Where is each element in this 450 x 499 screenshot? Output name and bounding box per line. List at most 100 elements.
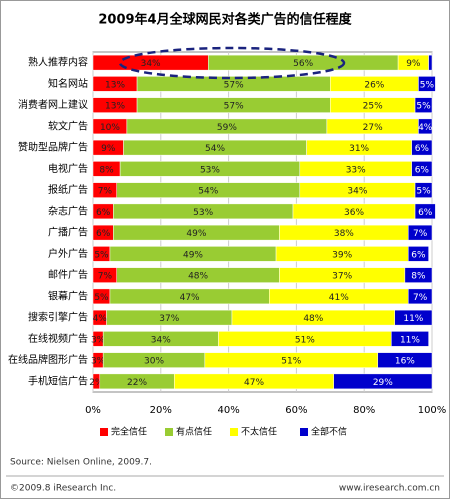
data-label: 2% (89, 378, 104, 388)
data-label: 33% (346, 165, 366, 175)
legend-label: 不太信任 (241, 426, 277, 438)
bar-segment (408, 224, 433, 241)
y-tick-label: 杂志广告 (48, 204, 88, 217)
data-label: 57% (224, 102, 244, 112)
data-label: 6% (415, 165, 430, 175)
source: Source: Nielsen Online, 2009.7. (10, 458, 152, 468)
data-label: 10% (100, 123, 120, 133)
y-tick-label: 手机短信广告 (28, 374, 88, 387)
data-label: 11% (403, 314, 423, 324)
x-tick-label: 80% (353, 405, 375, 416)
data-label: 41% (329, 293, 349, 303)
data-label: 51% (281, 357, 301, 367)
data-label: 49% (186, 229, 206, 239)
data-label: 7% (98, 187, 113, 197)
y-tick-label: 报纸广告 (48, 183, 88, 196)
data-label: 48% (188, 272, 208, 282)
data-label: 6% (96, 229, 111, 239)
highlight-ellipse (118, 46, 346, 80)
data-label: 7% (98, 272, 113, 282)
bar-segment (414, 97, 433, 113)
x-tick-label: 0% (85, 405, 101, 416)
x-tick-label: 60% (285, 405, 307, 416)
y-tick-label: 在线品牌图形广告 (8, 353, 88, 366)
legend-swatch (100, 428, 108, 436)
bar-segment (333, 373, 433, 390)
data-label: 6% (96, 208, 111, 218)
data-label: 7% (413, 229, 428, 239)
data-label: 37% (159, 314, 179, 324)
bar-segment (391, 331, 429, 347)
data-label: 6% (415, 144, 430, 154)
data-label: 5% (420, 80, 435, 90)
data-label: 39% (332, 250, 352, 260)
data-label: 54% (205, 144, 225, 154)
data-label: 27% (363, 123, 383, 133)
y-tick-label: 银幕广告 (48, 289, 88, 302)
data-label: 6% (418, 208, 433, 218)
legend-swatch (230, 428, 238, 436)
y-tick-label: 赞助型品牌广告 (18, 141, 88, 154)
data-label: 3% (91, 357, 106, 367)
data-label: 5% (416, 187, 431, 197)
y-tick-label: 在线视频广告 (28, 332, 88, 345)
data-label: 37% (332, 272, 352, 282)
bar-segment (404, 267, 433, 283)
data-label: 59% (217, 123, 237, 133)
data-label: 4% (418, 123, 433, 133)
data-label: 31% (349, 144, 369, 154)
legend-label: 完全信任 (111, 426, 147, 438)
data-label: 7% (413, 293, 428, 303)
data-label: 34% (141, 59, 161, 69)
data-label: 5% (416, 102, 431, 112)
copyright: ©2009.8 iResearch Inc. (10, 484, 116, 494)
y-tick-label: 邮件广告 (48, 268, 88, 281)
y-tick-label: 消费者网上建议 (18, 98, 88, 111)
data-label: 54% (198, 187, 218, 197)
data-label: 34% (151, 335, 171, 345)
y-tick-label: 户外广告 (48, 247, 88, 260)
x-tick-label: 40% (217, 405, 239, 416)
bar-segment (414, 203, 436, 220)
data-label: 51% (295, 335, 315, 345)
data-label: 36% (344, 208, 364, 218)
bar-segment (418, 76, 436, 92)
chart-title: 2009年4月全球网民对各类广告的信任程度 (98, 12, 352, 28)
y-tick-label: 广播广告 (48, 226, 88, 239)
x-tick-label: 20% (150, 405, 172, 416)
data-label: 53% (193, 208, 213, 218)
data-label: 49% (183, 250, 203, 260)
data-label: 9% (101, 144, 116, 154)
y-tick-label: 电视广告 (48, 162, 88, 175)
data-label: 57% (224, 80, 244, 90)
bar-segment (411, 139, 433, 156)
data-label: 8% (411, 272, 426, 282)
data-label: 5% (94, 293, 109, 303)
data-label: 30% (144, 357, 164, 367)
data-label: 56% (293, 59, 313, 69)
data-label: 5% (94, 250, 109, 260)
y-tick-label: 熟人推荐内容 (28, 56, 88, 69)
data-label: 34% (347, 187, 367, 197)
bar-segment (377, 352, 433, 368)
data-label: 38% (334, 229, 354, 239)
data-label: 8% (99, 165, 114, 175)
bar-segment (394, 309, 433, 326)
data-label: 16% (395, 357, 415, 367)
data-label: 47% (244, 378, 264, 388)
data-label: 47% (180, 293, 200, 303)
y-tick-label: 搜索引擎广告 (28, 311, 88, 324)
data-label: 13% (105, 102, 125, 112)
y-tick-label: 知名网站 (48, 77, 88, 90)
website: www.iresearch.com.cn (339, 484, 440, 494)
data-label: 22% (127, 378, 147, 388)
legend-label: 有点信任 (176, 426, 212, 438)
x-tick-label: 100% (418, 405, 447, 416)
legend-swatch (300, 428, 308, 436)
data-label: 6% (411, 250, 426, 260)
data-label: 9% (406, 59, 421, 69)
data-label: 26% (364, 80, 384, 90)
data-label: 48% (303, 314, 323, 324)
legend-label: 全部不信 (311, 426, 347, 438)
